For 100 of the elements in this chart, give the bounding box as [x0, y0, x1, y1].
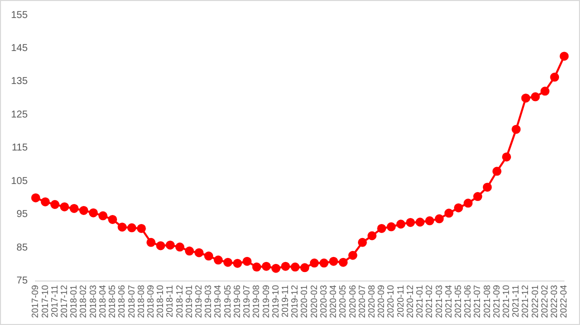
point: [473, 192, 482, 202]
x-tick-label: 2017-12: [58, 284, 69, 318]
point: [454, 203, 463, 212]
point: [31, 193, 40, 202]
x-tick-label: 2020-01: [299, 284, 310, 318]
point: [482, 182, 492, 192]
y-tick-label: 105: [10, 176, 28, 187]
x-tick-label: 2018-01: [68, 284, 79, 318]
x-tick-label: 2019-10: [270, 284, 280, 318]
point: [184, 246, 194, 256]
point: [204, 252, 214, 261]
x-tick-label: 2021-01: [414, 284, 425, 318]
x-tick-label: 2019-07: [242, 284, 252, 318]
x-tick-label: 2021-11: [510, 284, 521, 318]
x-tick-label: 2021-04: [443, 284, 454, 318]
x-tick-label: 2022-04: [558, 284, 569, 318]
point: [88, 208, 98, 218]
point: [194, 248, 204, 258]
x-tick-label: 2020-04: [328, 284, 338, 318]
point: [98, 211, 108, 220]
point: [464, 198, 473, 208]
x-tick-label: 2021-08: [482, 284, 492, 318]
point: [146, 238, 156, 247]
x-tick-label: 2019-08: [251, 284, 262, 318]
y-tick-label: 145: [10, 42, 28, 54]
x-tick-label: 2020-02: [308, 284, 319, 318]
point: [214, 256, 223, 265]
x-tick-label: 2021-06: [462, 284, 473, 318]
x-tick-label: 2018-07: [126, 284, 136, 318]
x-tick-label: 2019-03: [203, 284, 214, 318]
x-tick-label: 2018-05: [107, 284, 118, 318]
point: [281, 262, 290, 271]
x-tick-label: 2021-07: [472, 284, 482, 318]
point: [108, 214, 118, 224]
x-tick-label: 2019-09: [260, 284, 271, 318]
y-tick-label: 155: [10, 10, 28, 21]
x-tick-label: 2020-06: [347, 284, 358, 318]
point: [338, 258, 348, 267]
point: [60, 202, 70, 212]
x-tick-label: 2019-02: [194, 284, 204, 318]
x-tick-label: 2021-02: [424, 284, 434, 318]
point: [70, 204, 79, 213]
point: [156, 241, 166, 250]
point: [368, 231, 377, 240]
x-tick-label: 2020-07: [356, 284, 367, 318]
y-tick-label: 135: [10, 76, 28, 88]
point: [127, 223, 136, 232]
x-tick-label: 2018-04: [97, 284, 108, 318]
point: [232, 258, 242, 268]
x-tick-label: 2018-12: [174, 284, 184, 318]
y-tick-label: 125: [10, 109, 28, 120]
x-tick-label: 2019-01: [184, 284, 194, 318]
point: [310, 258, 319, 268]
x-tick-label: 2020-11: [395, 284, 406, 318]
x-tick-label: 2019-04: [212, 284, 223, 318]
point: [262, 262, 271, 271]
point: [290, 262, 300, 272]
point: [50, 200, 60, 210]
x-tick-label: 2021-09: [491, 284, 502, 318]
x-tick-label: 2020-10: [386, 284, 396, 318]
x-tick-label: 2018-08: [136, 284, 146, 318]
point: [416, 218, 425, 227]
x-tick-label: 2020-03: [318, 284, 328, 318]
x-tick-label: 2020-08: [366, 284, 376, 318]
x-tick-label: 2021-05: [452, 284, 463, 318]
x-tick-label: 2019-06: [232, 284, 242, 318]
x-tick-label: 2020-12: [404, 284, 415, 318]
y-tick-label: 115: [12, 142, 28, 154]
point: [166, 240, 175, 250]
x-tick-label: 2019-05: [222, 284, 232, 318]
point: [434, 214, 444, 224]
point: [512, 124, 521, 134]
x-tick-label: 2018-03: [88, 284, 98, 318]
x-tick-label: 2022-02: [539, 284, 550, 318]
point: [386, 222, 396, 232]
point: [319, 258, 328, 268]
point: [377, 224, 386, 233]
y-tick-label: 75: [16, 276, 28, 287]
x-tick-label: 2019-11: [280, 284, 290, 318]
x-tick-label: 2020-05: [338, 284, 348, 318]
x-tick-label: 2017-11: [49, 284, 60, 318]
x-tick-label: 2017-10: [40, 284, 50, 318]
point: [425, 216, 434, 226]
x-tick-label: 2022-01: [530, 284, 540, 318]
x-tick-label: 2021-03: [434, 284, 444, 318]
point: [406, 218, 415, 227]
x-tick-label: 2021-12: [520, 284, 530, 318]
point: [550, 72, 560, 82]
point: [118, 222, 127, 232]
point: [79, 206, 88, 215]
x-tick-label: 2021-10: [501, 284, 512, 318]
point: [540, 86, 550, 96]
point: [252, 262, 262, 272]
point: [396, 220, 406, 229]
point: [136, 224, 146, 233]
point: [300, 263, 310, 272]
point: [530, 92, 540, 102]
point: [271, 264, 280, 273]
x-tick-label: 2018-02: [78, 284, 88, 318]
y-tick-label: 85: [16, 242, 28, 254]
